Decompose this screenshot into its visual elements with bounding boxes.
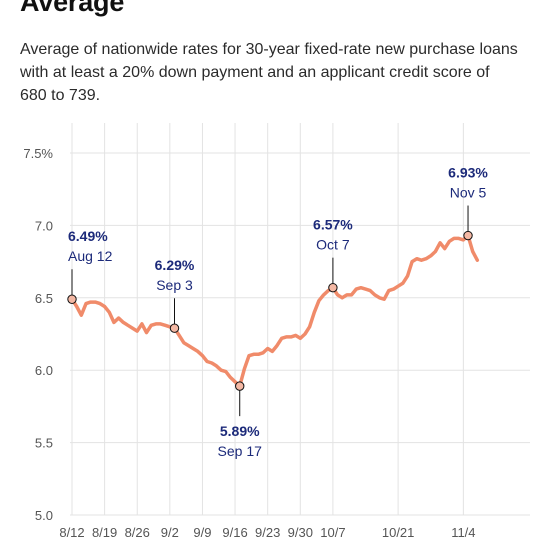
line-layer (70, 233, 480, 388)
y-tick-label: 6.5 (35, 291, 53, 306)
annotation-marker (235, 381, 245, 391)
annotation-value: 6.93% (448, 165, 488, 181)
annotation-date: Aug 12 (68, 248, 113, 264)
annotation-date: Sep 17 (218, 443, 263, 459)
annotation-value: 6.29% (155, 257, 195, 273)
x-tick-label: 10/7 (320, 525, 345, 540)
annotation-value: 6.49% (68, 228, 108, 244)
annotation-marker (169, 323, 180, 333)
annotation-date: Sep 3 (156, 277, 193, 293)
x-tick-label: 9/23 (255, 525, 280, 540)
x-tick-label: 9/9 (193, 525, 211, 540)
x-tick-label: 8/19 (92, 525, 117, 540)
x-tick-label: 8/26 (125, 525, 150, 540)
x-tick-label: 9/16 (222, 525, 247, 540)
annotation-marker (328, 282, 338, 293)
annotation-marker (463, 230, 473, 241)
annotation-marker (67, 294, 77, 304)
x-tick-label: 9/2 (161, 525, 179, 540)
annotation-value: 5.89% (220, 423, 260, 439)
annotation-date: Nov 5 (450, 185, 487, 201)
y-tick-label: 6.0 (35, 363, 53, 378)
y-tick-label: 7.0 (35, 218, 53, 233)
y-tick-label: 7.5% (23, 146, 53, 161)
series-line (70, 233, 480, 388)
annotation-layer: 6.49% Aug 12 6.29% Sep 3 5.89% Sep 17 6.57% Oct… (67, 165, 488, 459)
x-tick-label: 9/30 (288, 525, 313, 540)
axis-layer: 7.5% 7.0 6.5 6.0 5.5 5.0 8/12 8/19 8/26 9/2 9/9 9/1… (23, 146, 475, 540)
chart-title: Average (20, 0, 125, 17)
y-tick-label: 5.5 (35, 436, 53, 451)
x-tick-label: 8/12 (59, 525, 84, 540)
grid-layer (70, 123, 530, 516)
chart-subtitle: Average of nationwide rates for 30-year … (20, 41, 518, 104)
x-tick-label: 10/21 (382, 525, 415, 540)
annotation-value: 6.57% (313, 217, 353, 233)
y-tick-label: 5.0 (35, 508, 53, 523)
annotation-date: Oct 7 (316, 237, 350, 253)
x-tick-label: 11/4 (451, 525, 475, 540)
